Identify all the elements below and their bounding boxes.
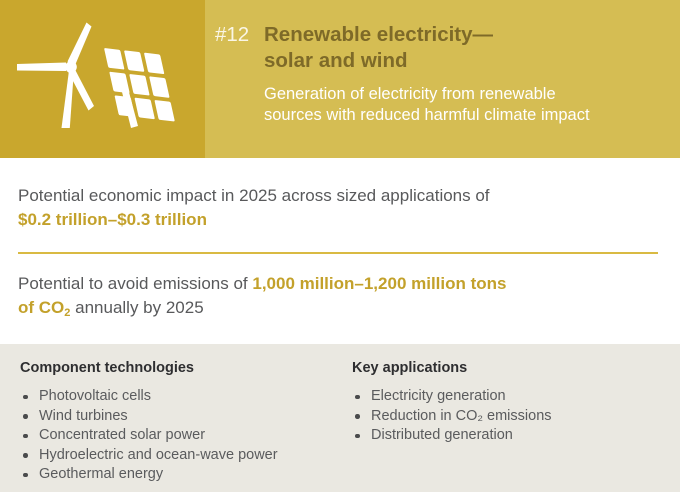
economic-impact-section: Potential economic impact in 2025 across…	[0, 158, 680, 232]
emissions-line1: Potential to avoid emissions of 1,000 mi…	[18, 272, 662, 296]
gold-divider	[18, 252, 658, 254]
component-technologies-column: Component technologies Photovoltaic cell…	[0, 361, 352, 492]
header-band: #12 Renewable electricity— solar and win…	[0, 0, 680, 158]
list-item: Reduction in CO₂ emissions	[352, 407, 680, 427]
co2-subscript: 2	[64, 307, 71, 319]
header-title-block: #12 Renewable electricity— solar and win…	[205, 0, 680, 158]
page-title-line1: Renewable electricity—	[264, 23, 494, 46]
key-applications-heading: Key applications	[352, 360, 468, 376]
list-item: Hydroelectric and ocean-wave power	[20, 446, 352, 466]
page-subtitle-line1: Generation of electricity from renewable	[264, 85, 556, 103]
footer-band: Component technologies Photovoltaic cell…	[0, 344, 680, 492]
list-item: Distributed generation	[352, 426, 680, 446]
title-head: #12 Renewable electricity— solar and win…	[215, 22, 656, 74]
list-item: Concentrated solar power	[20, 426, 352, 446]
emissions-section: Potential to avoid emissions of 1,000 mi…	[0, 254, 680, 320]
key-applications-column: Key applications Electricity generation …	[352, 361, 680, 492]
renewables-illustration	[17, 22, 175, 128]
page-title-line2: solar and wind	[264, 49, 408, 72]
emissions-prefix: Potential to avoid emissions of	[18, 274, 253, 293]
emissions-line2: of CO2 annually by 2025	[18, 296, 662, 320]
list-item: Photovoltaic cells	[20, 387, 352, 407]
list-item: Wind turbines	[20, 407, 352, 427]
economic-impact-text: Potential economic impact in 2025 across…	[18, 186, 490, 205]
list-item: Geothermal energy	[20, 465, 352, 485]
solar-panel-icon	[104, 48, 175, 128]
wind-turbine-icon	[17, 22, 94, 128]
item-number: #12	[215, 23, 250, 46]
component-technologies-list: Photovoltaic cells Wind turbines Concent…	[20, 387, 352, 485]
economic-impact-value: $0.2 trillion–$0.3 trillion	[18, 210, 207, 229]
page-subtitle: Generation of electricity from renewable…	[264, 84, 656, 126]
list-item: Electricity generation	[352, 387, 680, 407]
page-title: Renewable electricity— solar and wind	[264, 22, 493, 74]
emissions-value-line2: of CO2	[18, 298, 71, 319]
emissions-suffix: annually by 2025	[70, 298, 204, 317]
page-subtitle-line2: sources with reduced harmful climate imp…	[264, 106, 590, 124]
key-applications-list: Electricity generation Reduction in CO₂ …	[352, 387, 680, 446]
emissions-co: of CO	[18, 298, 65, 317]
emissions-value-line1: 1,000 million–1,200 million tons	[252, 274, 507, 293]
header-icon-block	[0, 0, 205, 158]
component-technologies-heading: Component technologies	[20, 360, 194, 376]
